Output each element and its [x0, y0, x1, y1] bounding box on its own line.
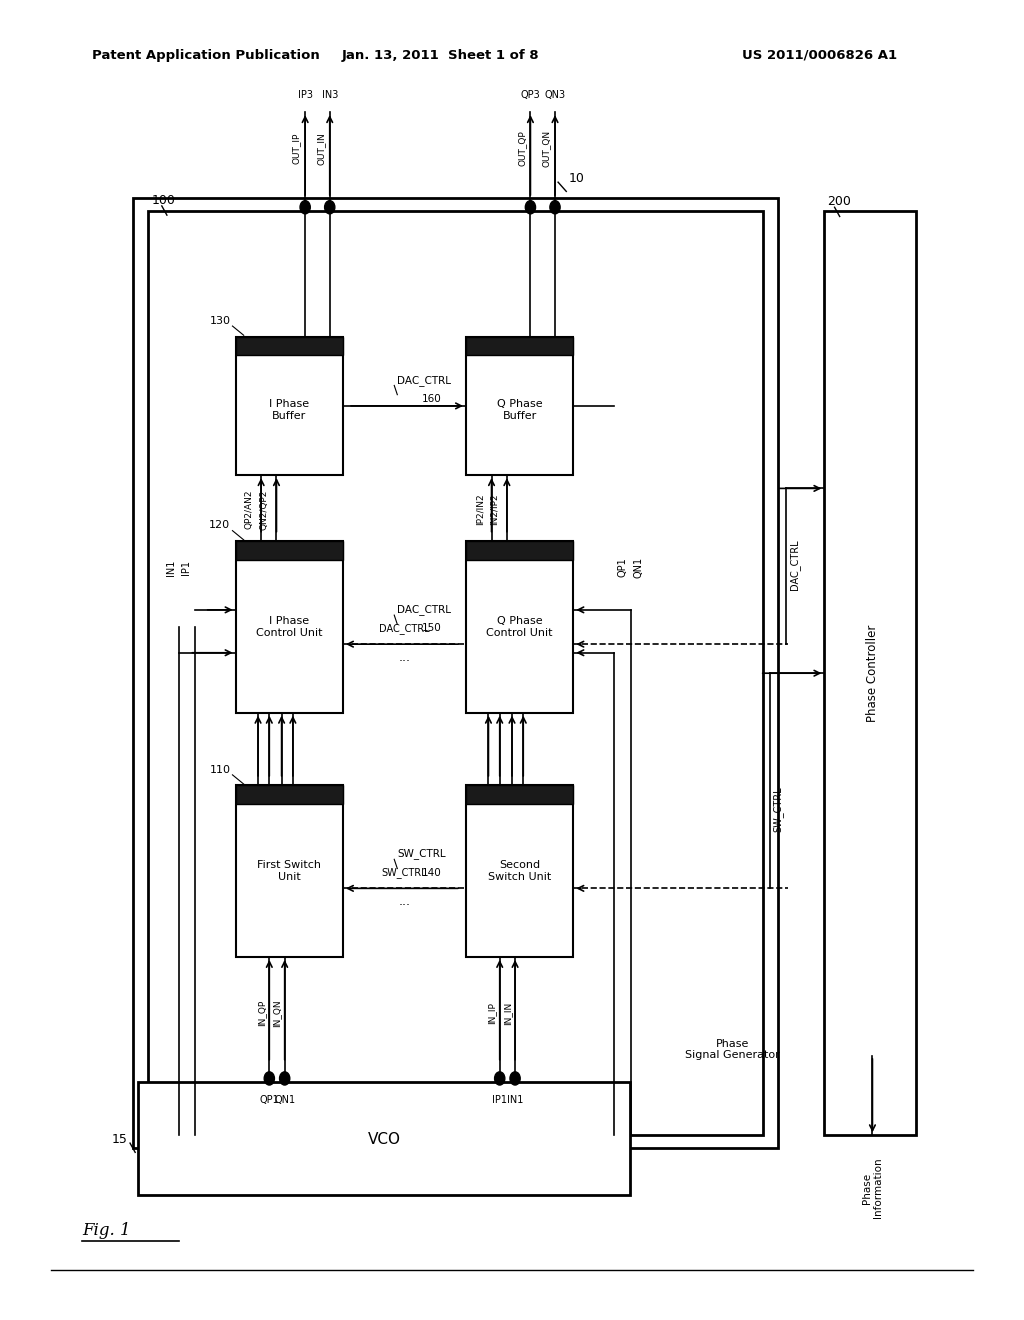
Text: QN3: QN3 [545, 90, 565, 100]
Circle shape [300, 201, 310, 214]
Text: Second
Switch Unit: Second Switch Unit [488, 861, 551, 882]
Text: 160: 160 [422, 393, 441, 404]
Bar [236, 541, 343, 713]
Text: IN1: IN1 [166, 560, 176, 576]
Text: IN_IN: IN_IN [503, 1002, 512, 1024]
Text: QP1: QP1 [259, 1094, 280, 1105]
Circle shape [495, 1072, 505, 1085]
Text: Q Phase
Control Unit: Q Phase Control Unit [486, 616, 553, 638]
Text: IP1: IP1 [493, 1094, 507, 1105]
Text: Jan. 13, 2011  Sheet 1 of 8: Jan. 13, 2011 Sheet 1 of 8 [342, 49, 539, 62]
Text: 15: 15 [112, 1133, 128, 1146]
Bar [138, 1082, 630, 1195]
Text: 150: 150 [422, 623, 441, 634]
Text: OUT_QP: OUT_QP [517, 131, 526, 166]
Text: IN1: IN1 [507, 1094, 523, 1105]
Circle shape [510, 1072, 520, 1085]
Text: SW_CTRL: SW_CTRL [382, 867, 427, 878]
Bar [466, 541, 573, 560]
Text: VCO: VCO [368, 1131, 400, 1147]
Text: 120: 120 [209, 520, 230, 531]
Bar [466, 337, 573, 475]
Text: IN_QP: IN_QP [257, 1001, 266, 1026]
Text: SW_CTRL: SW_CTRL [773, 787, 783, 832]
Text: IN_QN: IN_QN [272, 999, 282, 1027]
Text: OUT_IN: OUT_IN [316, 132, 326, 165]
Text: ...: ... [398, 651, 411, 664]
Bar [466, 785, 573, 957]
Bar [236, 785, 343, 804]
Text: Phase
Signal Generator: Phase Signal Generator [685, 1039, 779, 1060]
Bar [236, 785, 343, 957]
Circle shape [264, 1072, 274, 1085]
Text: 140: 140 [422, 867, 441, 878]
Text: I Phase
Control Unit: I Phase Control Unit [256, 616, 323, 638]
Text: Fig. 1: Fig. 1 [82, 1222, 130, 1238]
Text: I Phase
Buffer: I Phase Buffer [269, 399, 309, 421]
Bar [466, 337, 573, 355]
Text: 130: 130 [209, 315, 230, 326]
Text: ...: ... [398, 895, 411, 908]
Text: First Switch
Unit: First Switch Unit [257, 861, 322, 882]
Text: QP3: QP3 [520, 90, 541, 100]
Text: DAC_CTRL: DAC_CTRL [379, 623, 430, 634]
Text: 200: 200 [827, 195, 851, 209]
Text: DAC_CTRL: DAC_CTRL [397, 375, 452, 385]
Text: Phase Controller: Phase Controller [866, 624, 879, 722]
Bar [236, 337, 343, 475]
Text: QP2/AN2: QP2/AN2 [245, 490, 254, 529]
Text: 100: 100 [152, 194, 175, 207]
Text: US 2011/0006826 A1: US 2011/0006826 A1 [741, 49, 897, 62]
Circle shape [525, 201, 536, 214]
Text: 110: 110 [209, 764, 230, 775]
Bar [466, 541, 573, 713]
Circle shape [280, 1072, 290, 1085]
Text: IP1: IP1 [181, 560, 191, 576]
Bar [236, 337, 343, 355]
Text: OUT_QN: OUT_QN [542, 129, 551, 168]
Text: Q Phase
Buffer: Q Phase Buffer [497, 399, 543, 421]
Text: IN2/IP2: IN2/IP2 [489, 494, 499, 525]
Text: Patent Application Publication: Patent Application Publication [92, 49, 319, 62]
Bar [148, 211, 763, 1135]
Text: IN_IP: IN_IP [487, 1002, 497, 1024]
Text: DAC_CTRL: DAC_CTRL [790, 540, 800, 590]
Text: IP2/IN2: IP2/IN2 [475, 494, 484, 525]
Text: 10: 10 [568, 172, 585, 185]
Bar [824, 211, 916, 1135]
Text: IP3: IP3 [298, 90, 312, 100]
Text: QN1: QN1 [274, 1094, 295, 1105]
Text: QN1: QN1 [634, 557, 644, 578]
Circle shape [550, 201, 560, 214]
Bar [466, 785, 573, 804]
Text: Phase
Information: Phase Information [861, 1158, 884, 1218]
Text: QP1: QP1 [617, 558, 628, 577]
Text: OUT_IP: OUT_IP [292, 133, 301, 164]
Text: QN2/QP2: QN2/QP2 [259, 490, 268, 529]
Text: SW_CTRL: SW_CTRL [397, 849, 445, 859]
Text: IN3: IN3 [322, 90, 338, 100]
Circle shape [325, 201, 335, 214]
Bar [236, 541, 343, 560]
Text: DAC_CTRL: DAC_CTRL [397, 605, 452, 615]
Bar [133, 198, 778, 1148]
